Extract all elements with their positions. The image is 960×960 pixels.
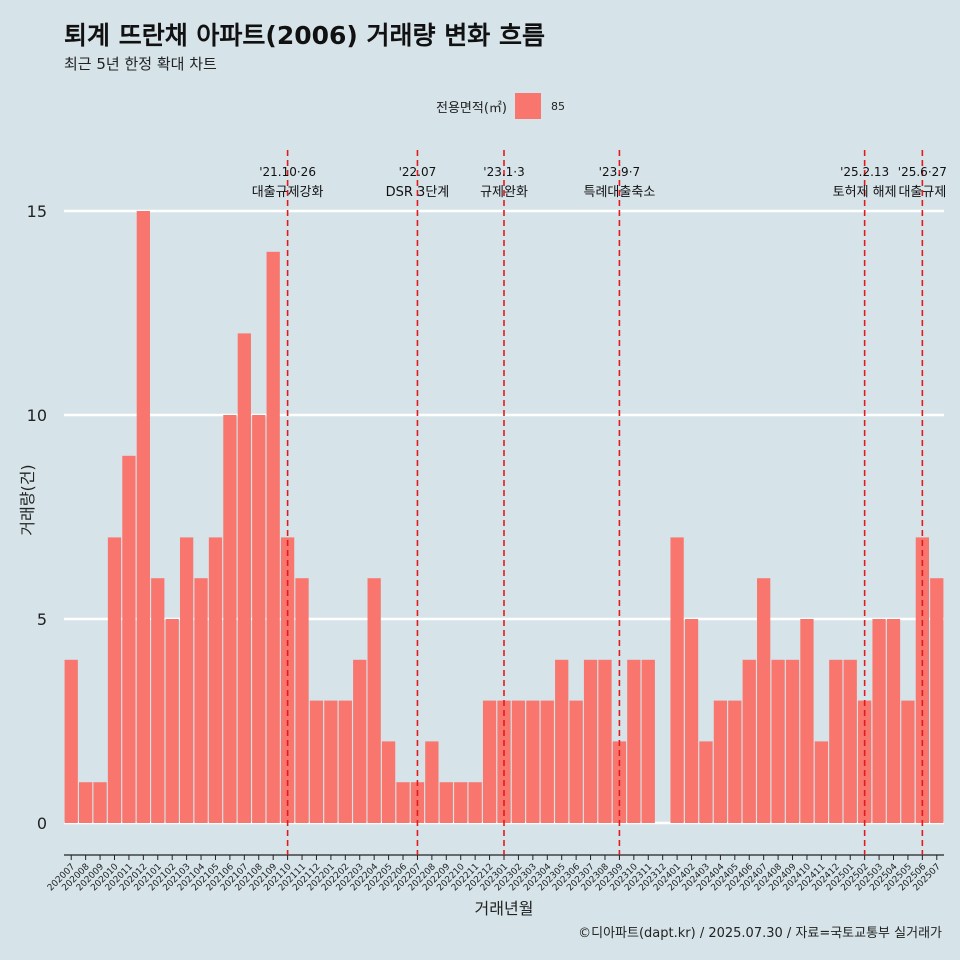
- bar: [482, 700, 497, 823]
- x-axis-title: 거래년월: [475, 899, 534, 918]
- bar: [569, 700, 583, 823]
- bar: [353, 659, 367, 823]
- event-date-label: '25.6·27: [898, 165, 947, 179]
- bar: [107, 537, 122, 823]
- y-tick-label: 15: [27, 202, 47, 221]
- legend: 전용면적(㎡) 85: [436, 93, 565, 119]
- bar: [439, 782, 453, 823]
- bar: [699, 741, 713, 823]
- event-label: DSR 3단계: [386, 185, 450, 200]
- bar: [79, 782, 93, 823]
- bar: [309, 700, 324, 823]
- event-label: 대출규제강화: [252, 185, 324, 200]
- event-date-label: '22.07: [399, 165, 437, 179]
- bar: [237, 333, 251, 823]
- bar: [713, 700, 728, 823]
- bar: [454, 782, 468, 823]
- bar: [381, 741, 396, 823]
- bar: [814, 741, 829, 823]
- bar: [338, 700, 352, 823]
- event-date-label: '23.9·7: [599, 165, 640, 179]
- bar: [800, 619, 814, 823]
- event-label: 대출규제: [898, 185, 946, 200]
- bar: [901, 700, 915, 823]
- bar: [324, 700, 338, 823]
- bar: [930, 578, 944, 823]
- bar: [627, 659, 641, 823]
- chart-subtitle: 최근 5년 한정 확대 차트: [64, 55, 217, 73]
- event-date-label: '21.10·26: [259, 165, 316, 179]
- legend-swatch: [514, 93, 541, 119]
- y-axis-title: 거래량(건): [18, 464, 37, 535]
- event-label: 토허제 해제: [833, 185, 897, 200]
- legend-title: 전용면적(㎡): [436, 100, 507, 116]
- bar: [583, 659, 598, 823]
- y-tick-label: 5: [37, 610, 47, 629]
- y-tick-label: 0: [37, 814, 47, 833]
- bar: [540, 700, 554, 823]
- bar: [771, 659, 785, 823]
- bar: [555, 659, 569, 823]
- bar: [843, 659, 857, 823]
- bar: [122, 455, 136, 823]
- bar: [367, 578, 381, 823]
- bar: [64, 659, 78, 823]
- bar: [684, 619, 699, 823]
- bar: [468, 782, 482, 823]
- bar: [252, 415, 266, 823]
- bar: [598, 659, 612, 823]
- bar: [295, 578, 309, 823]
- bar: [886, 619, 901, 823]
- bar: [223, 415, 237, 823]
- bar: [136, 211, 150, 823]
- bar: [670, 537, 684, 823]
- bar: [728, 700, 742, 823]
- bar: [208, 537, 223, 823]
- caption: ©디아파트(dapt.kr) / 2025.07.30 / 자료=국토교통부 실…: [578, 926, 942, 941]
- bar: [872, 619, 886, 823]
- bar: [526, 700, 540, 823]
- bar: [742, 659, 756, 823]
- bar: [511, 700, 526, 823]
- bar: [641, 659, 655, 823]
- bar: [785, 659, 800, 823]
- bar: [829, 659, 843, 823]
- event-date-label: '23.1·3: [483, 165, 524, 179]
- bar: [396, 782, 410, 823]
- event-label: 특례대출축소: [584, 185, 656, 200]
- y-tick-label: 10: [27, 406, 47, 425]
- bar: [266, 251, 280, 824]
- chart-title: 퇴계 뜨란채 아파트(2006) 거래량 변화 흐름: [64, 21, 545, 50]
- bar: [179, 537, 194, 823]
- event-date-label: '25.2.13: [840, 165, 889, 179]
- bar: [425, 741, 439, 823]
- legend-item-label: 85: [550, 99, 565, 113]
- bar: [93, 782, 107, 823]
- bar: [165, 619, 179, 823]
- bar: [194, 578, 208, 823]
- bar: [151, 578, 165, 823]
- bar: [757, 578, 771, 823]
- event-label: 규제완화: [480, 185, 528, 200]
